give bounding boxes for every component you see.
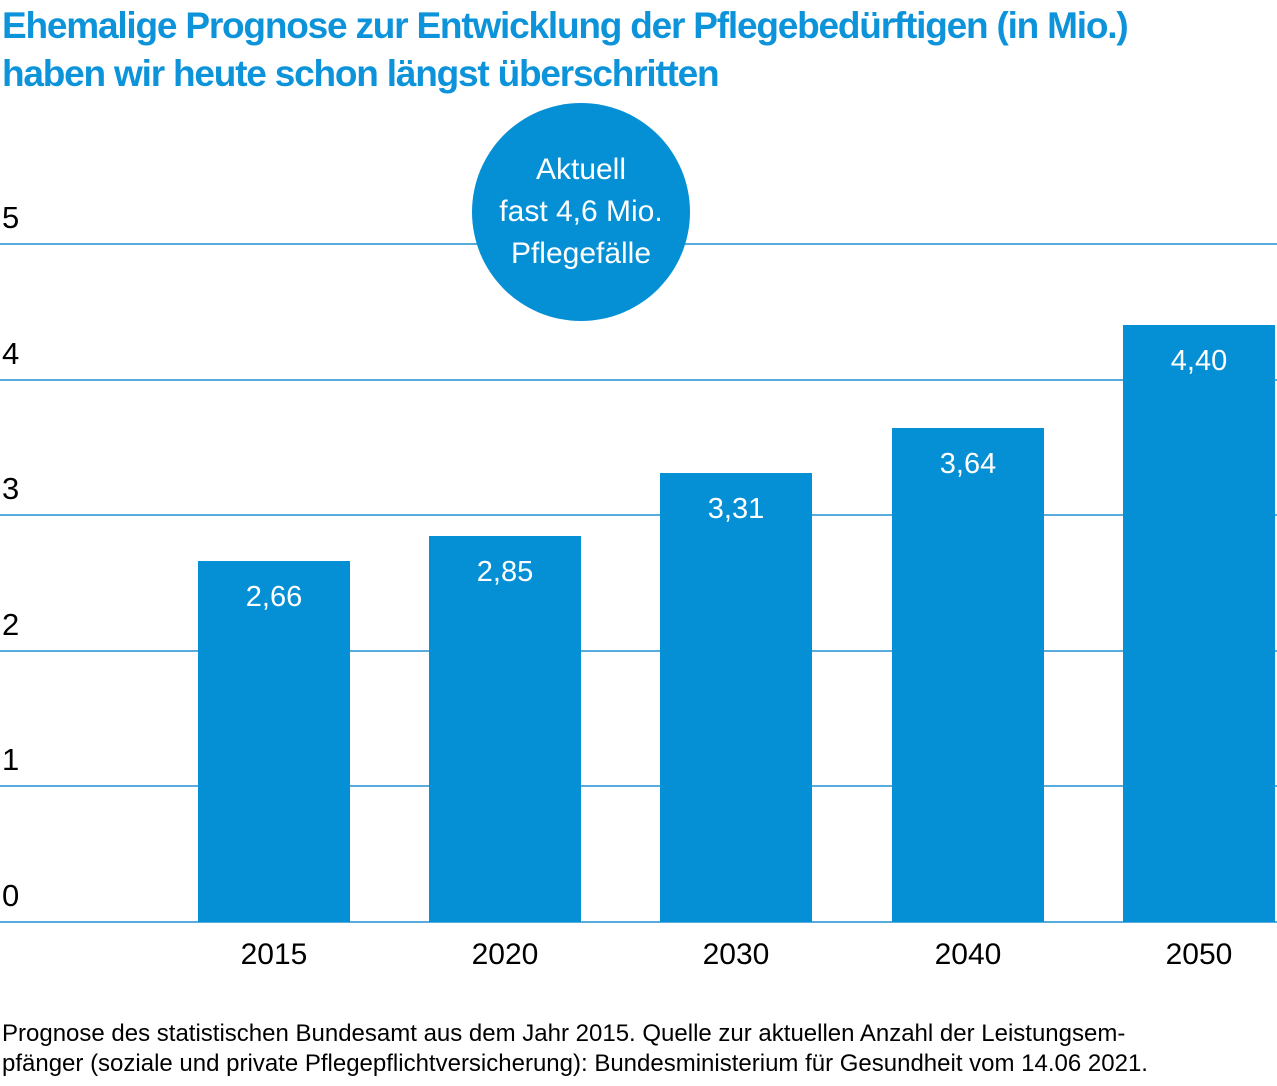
y-axis-tick-label-5: 5 [2, 200, 20, 235]
bar-2040: 3,64 [892, 428, 1044, 922]
bar-value-label-2030: 3,31 [707, 493, 765, 525]
x-axis-tick-label-2015: 2015 [240, 938, 308, 971]
gridline-y-4 [0, 379, 1277, 381]
gridline-y-1 [0, 785, 1277, 787]
source-note-line-2: pfänger (soziale und private Pflegepflic… [2, 1050, 1148, 1077]
chart-title-line-2: haben wir heute schon längst überschritt… [2, 53, 720, 94]
gridline-y-0 [0, 921, 1277, 923]
y-axis-tick-label-4: 4 [2, 336, 20, 371]
x-axis-tick-label-2030: 2030 [702, 938, 770, 971]
annotation-bubble-line-2: fast 4,6 Mio. [499, 195, 663, 228]
source-note: Prognose des statistischen Bundesamt aus… [2, 1019, 1277, 1079]
y-axis-tick-label-2: 2 [2, 607, 20, 642]
annotation-bubble-line-1: Aktuell [535, 153, 627, 186]
y-axis-tick-label-3: 3 [2, 471, 20, 506]
bar-2020: 2,85 [429, 536, 581, 922]
annotation-bubble: Aktuell fast 4,6 Mio. Pflegefälle [472, 103, 690, 321]
x-axis-tick-label-2020: 2020 [471, 938, 539, 971]
chart-title: Ehemalige Prognose zur Entwicklung der P… [2, 2, 1277, 98]
chart-title-line-1: Ehemalige Prognose zur Entwicklung der P… [2, 5, 1129, 46]
annotation-bubble-line-3: Pflegefälle [510, 237, 652, 270]
gridline-y-2 [0, 650, 1277, 652]
bar-value-label-2015: 2,66 [245, 581, 303, 613]
source-note-line-1: Prognose des statistischen Bundesamt aus… [2, 1020, 1126, 1047]
bar-2015: 2,66 [198, 561, 350, 922]
x-axis-tick-label-2040: 2040 [934, 938, 1002, 971]
gridline-y-3 [0, 514, 1277, 516]
y-axis-tick-label-0: 0 [2, 878, 20, 913]
y-axis-tick-label-1: 1 [2, 742, 20, 777]
bar-value-label-2040: 3,64 [939, 448, 997, 480]
bar-value-label-2050: 4,40 [1170, 345, 1228, 377]
x-axis-tick-label-2050: 2050 [1165, 938, 1233, 971]
bar-2030: 3,31 [660, 473, 812, 922]
bar-2050: 4,40 [1123, 325, 1275, 922]
bar-value-label-2020: 2,85 [476, 556, 534, 588]
